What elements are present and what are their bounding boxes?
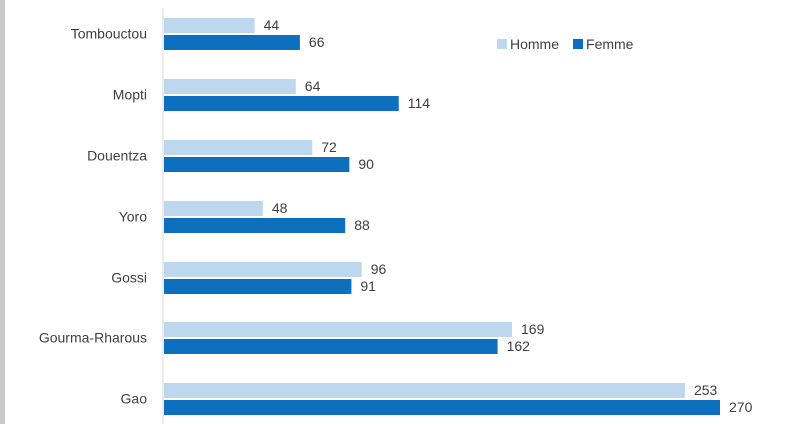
- legend-swatch-homme: [497, 39, 507, 49]
- bar-femme-gao: [164, 400, 720, 415]
- bar-femme-gossi: [164, 279, 352, 294]
- category-label-yoro: Yoro: [119, 209, 148, 225]
- category-label-douentza: Douentza: [87, 148, 147, 164]
- data-label-homme-gossi: 96: [371, 261, 387, 277]
- data-label-femme-gossi: 91: [360, 278, 376, 294]
- data-label-homme-tombouctou: 44: [264, 17, 280, 33]
- data-label-homme-mopti: 64: [305, 78, 321, 94]
- bar-femme-yoro: [164, 218, 346, 233]
- bar-homme-mopti: [164, 79, 296, 94]
- category-label-gossi: Gossi: [111, 270, 147, 286]
- category-label-tombouctou: Tombouctou: [71, 26, 147, 42]
- bar-femme-tombouctou: [164, 35, 300, 50]
- category-label-mopti: Mopti: [113, 87, 147, 103]
- legend-item-femme: Femme: [573, 36, 633, 52]
- legend: Homme Femme: [497, 36, 647, 52]
- bar-homme-douentza: [164, 140, 313, 155]
- legend-label-femme: Femme: [586, 36, 634, 52]
- data-label-femme-douentza: 90: [358, 156, 374, 172]
- bar-femme-gourma-rharous: [164, 339, 498, 354]
- data-label-femme-mopti: 114: [408, 95, 431, 111]
- bar-homme-tombouctou: [164, 18, 255, 33]
- bar-homme-gossi: [164, 262, 362, 277]
- bar-femme-douentza: [164, 157, 350, 172]
- data-label-femme-yoro: 88: [354, 217, 370, 233]
- legend-label-homme: Homme: [510, 36, 560, 52]
- left-border-rule: [0, 0, 5, 424]
- data-label-homme-yoro: 48: [272, 200, 288, 216]
- data-label-homme-douentza: 72: [321, 139, 337, 155]
- legend-item-homme: Homme: [497, 36, 559, 52]
- category-label-gourma-rharous: Gourma-Rharous: [39, 330, 147, 346]
- data-label-homme-gourma-rharous: 169: [521, 321, 545, 337]
- category-label-gao: Gao: [121, 391, 148, 407]
- bar-femme-mopti: [164, 96, 399, 111]
- data-label-femme-tombouctou: 66: [309, 34, 325, 50]
- data-label-femme-gourma-rharous: 162: [507, 338, 531, 354]
- bar-homme-yoro: [164, 201, 263, 216]
- data-label-femme-gao: 270: [729, 399, 753, 415]
- legend-swatch-femme: [573, 39, 584, 49]
- bar-homme-gao: [164, 383, 685, 398]
- bar-homme-gourma-rharous: [164, 322, 513, 337]
- data-label-homme-gao: 253: [694, 382, 718, 398]
